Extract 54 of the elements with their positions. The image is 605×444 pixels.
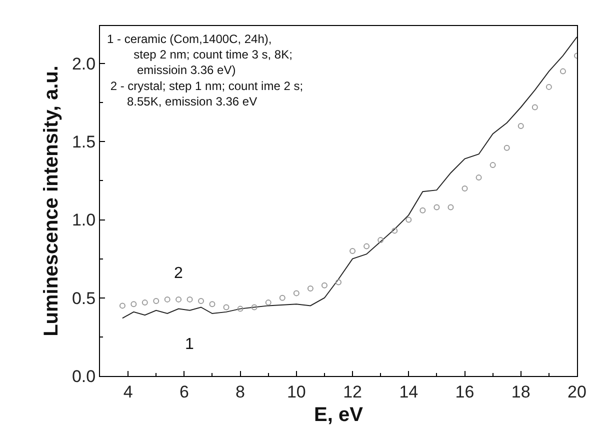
y-tick-label: 0.5 xyxy=(72,288,96,308)
point xyxy=(350,248,356,254)
point xyxy=(251,304,258,310)
point xyxy=(532,104,538,110)
point xyxy=(476,174,482,181)
x-tick-label: 4 xyxy=(123,382,133,402)
point xyxy=(119,302,126,309)
point xyxy=(560,68,566,74)
point xyxy=(378,237,384,244)
x-tick-label: 8 xyxy=(236,382,246,402)
x-tick-label: 10 xyxy=(286,382,306,402)
point xyxy=(420,207,426,214)
point xyxy=(434,204,440,210)
point xyxy=(142,300,148,306)
point xyxy=(279,294,286,301)
point xyxy=(223,304,230,310)
x-tick-label: 20 xyxy=(568,382,586,402)
point xyxy=(392,228,398,234)
point xyxy=(518,123,524,129)
y-tick-label: 1.5 xyxy=(72,132,96,152)
series-label: 2 xyxy=(174,265,183,282)
line-series xyxy=(122,36,577,319)
point xyxy=(164,296,170,302)
point xyxy=(198,298,204,304)
point xyxy=(265,300,272,306)
point xyxy=(176,296,182,302)
x-tick-label: 18 xyxy=(511,382,530,402)
point xyxy=(336,279,342,286)
y-tick-label: 2.0 xyxy=(72,54,96,74)
point xyxy=(406,216,412,223)
series-label: 1 xyxy=(185,336,194,353)
point xyxy=(186,296,193,302)
x-axis-title: E, eV xyxy=(314,404,364,426)
point xyxy=(364,243,370,250)
x-tick-label: 14 xyxy=(399,382,418,402)
x-tick-label: 16 xyxy=(455,382,474,402)
y-tick-label: 1.0 xyxy=(72,210,96,230)
y-axis-title: Luminescence intensity, a.u. xyxy=(40,66,62,336)
point xyxy=(237,306,244,312)
point xyxy=(546,84,552,90)
point xyxy=(153,298,160,304)
point xyxy=(462,186,468,192)
point xyxy=(307,286,314,292)
point xyxy=(448,204,454,210)
annotation: 1 - ceramic (Com,1400C, 24h), step 2 nm; count time 3 s, 8K; emissioin 3.36 eV) 2 - crystal; step 1 nm; count ime 2 s; 8.55K, emission 3.36 eV xyxy=(107,32,304,108)
y-tick-label: 0.0 xyxy=(72,366,96,386)
point xyxy=(130,301,137,308)
point xyxy=(504,144,510,151)
point xyxy=(209,301,216,308)
point xyxy=(490,162,496,168)
point xyxy=(321,282,328,288)
point xyxy=(293,290,300,296)
x-tick-label: 12 xyxy=(343,382,362,402)
x-tick-label: 6 xyxy=(179,382,189,402)
